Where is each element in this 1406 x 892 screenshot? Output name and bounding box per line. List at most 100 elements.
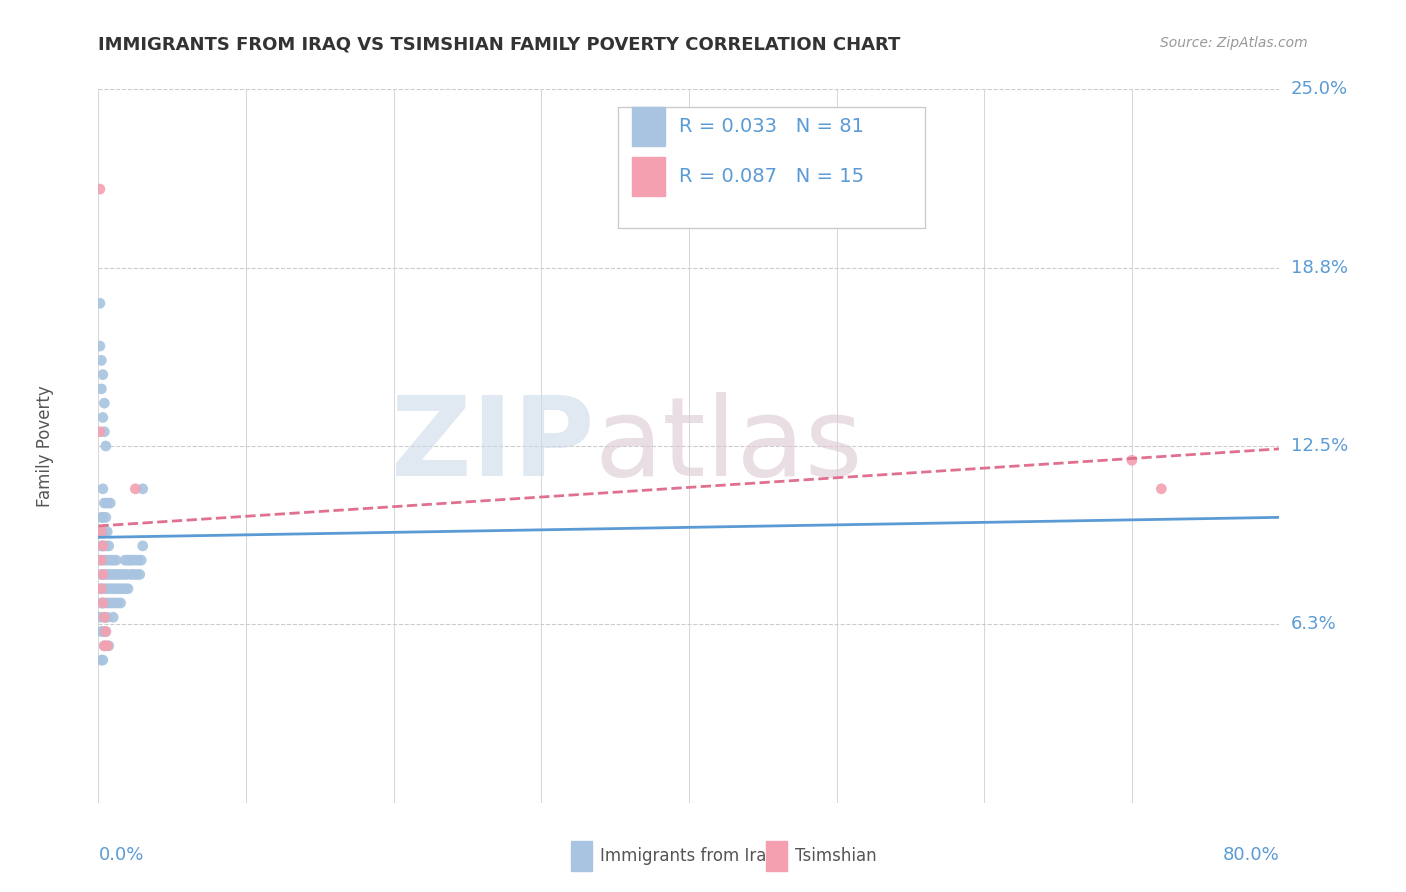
Point [98, 553, 121, 567]
Point [94, 624, 117, 639]
Text: atlas: atlas [595, 392, 863, 500]
Point [97, 567, 120, 582]
Point [114, 553, 136, 567]
Point [90, 624, 112, 639]
Point [94, 567, 117, 582]
Point [103, 610, 125, 624]
Point [96, 639, 118, 653]
Point [117, 553, 139, 567]
Point [108, 582, 131, 596]
Point [128, 567, 150, 582]
Point [132, 482, 155, 496]
Point [89, 425, 111, 439]
Point [1150, 482, 1173, 496]
Point [105, 582, 128, 596]
Point [103, 582, 125, 596]
Point [89, 610, 111, 624]
Point [91, 596, 114, 610]
Point [124, 482, 146, 496]
Point [91, 624, 114, 639]
Text: R = 0.087   N = 15: R = 0.087 N = 15 [679, 167, 865, 186]
Point [117, 582, 139, 596]
Point [90, 553, 112, 567]
Point [107, 596, 129, 610]
Point [90, 524, 112, 539]
Text: R = 0.033   N = 81: R = 0.033 N = 81 [679, 117, 865, 136]
Point [94, 510, 117, 524]
Point [93, 396, 115, 410]
Point [93, 496, 115, 510]
Point [90, 567, 112, 582]
Point [96, 524, 118, 539]
Point [89, 582, 111, 596]
Point [93, 610, 115, 624]
Point [93, 425, 115, 439]
Point [93, 639, 115, 653]
Text: 25.0%: 25.0% [1291, 80, 1348, 98]
Text: Immigrants from Iraq: Immigrants from Iraq [600, 847, 778, 864]
Point [91, 368, 114, 382]
Point [89, 339, 111, 353]
Point [124, 553, 146, 567]
Point [98, 582, 121, 596]
Point [96, 496, 118, 510]
Point [107, 567, 129, 582]
Point [105, 553, 128, 567]
Point [90, 582, 112, 596]
Point [104, 596, 127, 610]
Point [111, 582, 134, 596]
Point [97, 596, 120, 610]
Point [90, 539, 112, 553]
Point [121, 553, 143, 567]
Point [93, 524, 115, 539]
Bar [571, 840, 592, 871]
Point [125, 567, 148, 582]
Bar [633, 107, 665, 146]
Point [94, 596, 117, 610]
Point [97, 539, 120, 553]
Point [98, 496, 121, 510]
Point [94, 539, 117, 553]
Bar [766, 840, 787, 871]
Point [94, 624, 117, 639]
Point [118, 553, 141, 567]
Text: IMMIGRANTS FROM IRAQ VS TSIMSHIAN FAMILY POVERTY CORRELATION CHART: IMMIGRANTS FROM IRAQ VS TSIMSHIAN FAMILY… [98, 36, 901, 54]
Point [91, 653, 114, 667]
Text: 0.0%: 0.0% [98, 846, 143, 863]
Text: ZIP: ZIP [391, 392, 595, 500]
Point [91, 539, 114, 553]
Point [89, 182, 111, 196]
Text: 18.8%: 18.8% [1291, 259, 1347, 277]
Point [90, 596, 112, 610]
Point [89, 524, 111, 539]
Point [104, 567, 127, 582]
Point [93, 610, 115, 624]
Text: 6.3%: 6.3% [1291, 615, 1336, 633]
Text: 12.5%: 12.5% [1291, 437, 1348, 455]
Point [90, 353, 112, 368]
Point [96, 553, 118, 567]
Point [91, 482, 114, 496]
Point [112, 567, 135, 582]
Point [120, 567, 142, 582]
Point [91, 596, 114, 610]
Point [93, 582, 115, 596]
Point [96, 582, 118, 596]
Point [127, 553, 149, 567]
Point [97, 639, 120, 653]
Point [96, 610, 118, 624]
Point [1121, 453, 1143, 467]
Point [90, 653, 112, 667]
Point [90, 382, 112, 396]
Text: 80.0%: 80.0% [1223, 846, 1279, 863]
Point [100, 596, 122, 610]
Point [110, 596, 132, 610]
Point [129, 553, 152, 567]
Point [100, 567, 122, 582]
Point [89, 296, 111, 310]
Point [110, 567, 132, 582]
Point [93, 639, 115, 653]
Text: Source: ZipAtlas.com: Source: ZipAtlas.com [1160, 36, 1308, 50]
Bar [633, 157, 665, 196]
Point [122, 567, 145, 582]
